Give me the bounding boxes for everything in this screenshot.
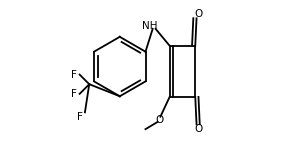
Text: F: F <box>77 112 83 122</box>
Text: F: F <box>71 89 77 99</box>
Text: O: O <box>194 124 203 134</box>
Text: O: O <box>155 115 163 125</box>
Text: O: O <box>194 9 203 18</box>
Text: F: F <box>71 69 77 80</box>
Text: NH: NH <box>142 21 157 31</box>
